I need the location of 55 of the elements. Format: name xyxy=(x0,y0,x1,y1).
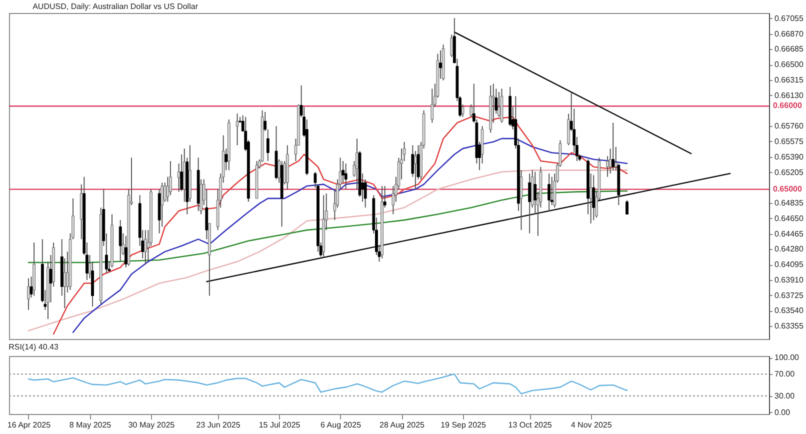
candlestick xyxy=(180,154,184,192)
y-tick-label: 0.66315 xyxy=(774,75,804,84)
y-tick-label: 0.63910 xyxy=(774,275,804,284)
y-tick-label: 0.63540 xyxy=(774,306,804,316)
x-tick-label: 19 Sep 2025 xyxy=(440,420,487,430)
x-tick-label: 16 Apr 2025 xyxy=(7,420,52,430)
y-tick-label: 0.64650 xyxy=(774,214,804,223)
y-tick-label: 0.65760 xyxy=(774,122,804,131)
x-tick-label: 13 Oct 2025 xyxy=(508,420,552,430)
candlestick xyxy=(439,50,442,80)
candlestick xyxy=(548,173,551,212)
y-tick-label: 0.64835 xyxy=(774,198,804,208)
x-tick-label: 4 Nov 2025 xyxy=(570,420,612,430)
y-tick-label: 0.64465 xyxy=(774,229,804,238)
y-tick-label: 0.63725 xyxy=(774,290,804,300)
chart-title: AUDUSD, Daily: Australian Dollar vs US Dollar xyxy=(32,2,198,11)
candlestick xyxy=(344,163,348,190)
candlestick xyxy=(27,278,30,310)
y-tick-label: 100.00 xyxy=(774,353,800,362)
y-tick-label: 70.00 xyxy=(774,370,796,379)
candlestick xyxy=(592,174,596,221)
candlestick xyxy=(528,173,532,234)
candlestick xyxy=(144,230,147,265)
candlestick xyxy=(461,104,464,118)
candlestick xyxy=(383,185,386,208)
y-tick-label: 0.64280 xyxy=(774,244,804,254)
y-tick-label: 0.66500 xyxy=(774,60,804,70)
x-tick-label: 30 May 2025 xyxy=(128,420,176,430)
y-tick-label: 0.65205 xyxy=(774,168,804,177)
candlestick xyxy=(626,200,628,215)
ref-line-label: 0.65000 xyxy=(773,184,802,194)
candlestick xyxy=(450,34,454,58)
line-series xyxy=(28,373,628,394)
x-tick-label: 15 Jul 2025 xyxy=(258,420,301,430)
x-tick-label: 8 May 2025 xyxy=(69,420,112,430)
y-tick-label: 0.66870 xyxy=(774,29,804,38)
y-tick-label: 30.00 xyxy=(774,391,796,400)
candlestick xyxy=(118,220,122,262)
x-tick-label: 23 Jun 2025 xyxy=(196,420,241,430)
y-tick-label: 0.00 xyxy=(774,408,791,417)
line-series xyxy=(28,170,628,332)
y-tick-label: 0.65575 xyxy=(774,136,804,146)
y-tick-label: 0.66130 xyxy=(774,90,804,100)
x-tick-label: 6 Aug 2025 xyxy=(320,420,362,430)
y-tick-label: 0.64095 xyxy=(774,260,804,270)
y-tick-label: 0.66685 xyxy=(774,44,804,54)
y-tick-label: 0.65390 xyxy=(774,152,804,162)
candlestick xyxy=(236,113,239,146)
candlestick xyxy=(612,122,615,171)
ref-line-label: 0.66000 xyxy=(773,101,802,110)
candlestick xyxy=(606,156,609,178)
y-tick-label: 0.63355 xyxy=(774,322,804,331)
y-tick-label: 0.67055 xyxy=(774,14,804,23)
x-tick-label: 28 Aug 2025 xyxy=(380,420,426,430)
chart-title: RSI(14) 40.43 xyxy=(8,342,59,352)
